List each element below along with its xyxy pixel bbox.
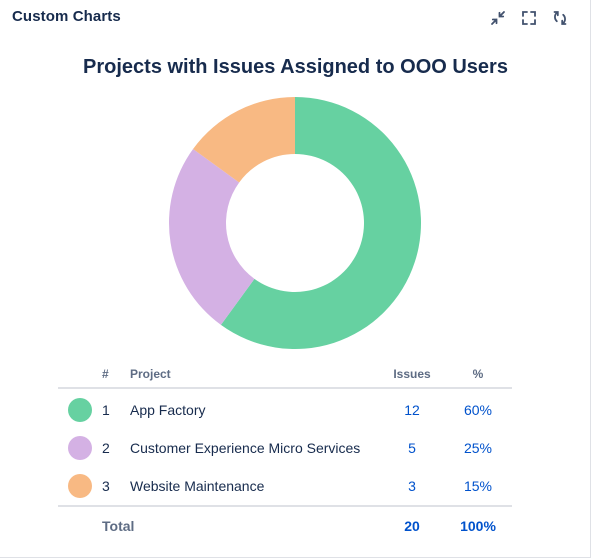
project-name: Customer Experience Micro Services: [130, 440, 361, 456]
header-number: #: [102, 360, 130, 389]
header-issues: Issues: [380, 360, 444, 389]
issues-count-link[interactable]: 3: [408, 478, 416, 494]
table-row: 2 Customer Experience Micro Services 5 2…: [58, 429, 512, 467]
minimize-button[interactable]: [487, 7, 509, 29]
total-issues-link[interactable]: 20: [404, 517, 420, 534]
table-row: 3 Website Maintenance 3 15%: [58, 467, 512, 506]
table-total-row: Total 20 100%: [58, 505, 512, 544]
header-color: [58, 360, 102, 389]
percent-link[interactable]: 60%: [463, 402, 493, 418]
donut-slice-app-factory[interactable]: [220, 97, 421, 349]
issues-count-link[interactable]: 12: [404, 402, 420, 418]
header-percent: %: [444, 360, 512, 389]
legend-dot-customer-experience: [68, 436, 92, 460]
refresh-button[interactable]: [549, 7, 571, 29]
project-name: App Factory: [130, 402, 206, 418]
gadget-title: Custom Charts: [12, 8, 121, 25]
total-percent-link[interactable]: 100%: [460, 517, 496, 534]
minimize-icon: [491, 11, 505, 25]
chart-title: Projects with Issues Assigned to OOO Use…: [83, 56, 508, 78]
issues-count-link[interactable]: 5: [408, 440, 416, 456]
row-number: 2: [102, 440, 110, 456]
fullscreen-icon: [522, 11, 536, 25]
project-name: Website Maintenance: [130, 478, 265, 494]
row-number: 1: [102, 402, 110, 418]
refresh-icon: [553, 11, 567, 25]
row-number: 3: [102, 478, 110, 494]
gadget-header: Custom Charts: [0, 0, 591, 36]
percent-link[interactable]: 25%: [463, 440, 493, 456]
total-label: Total: [102, 505, 380, 544]
table-row: 1 App Factory 12 60%: [58, 388, 512, 429]
header-project: Project: [130, 360, 380, 389]
legend-dot-website-maintenance: [68, 474, 92, 498]
fullscreen-button[interactable]: [518, 7, 540, 29]
donut-slice-customer-experience-micro-services[interactable]: [168, 148, 255, 325]
percent-link[interactable]: 15%: [463, 478, 493, 494]
donut-chart: [168, 97, 421, 349]
donut-slice-website-maintenance[interactable]: [193, 97, 295, 183]
legend-table: # Project Issues % 1 App Factory 12 60% …: [58, 360, 512, 544]
legend-dot-app-factory: [68, 398, 92, 422]
header-actions: [487, 7, 571, 29]
table-header-row: # Project Issues %: [58, 360, 512, 389]
